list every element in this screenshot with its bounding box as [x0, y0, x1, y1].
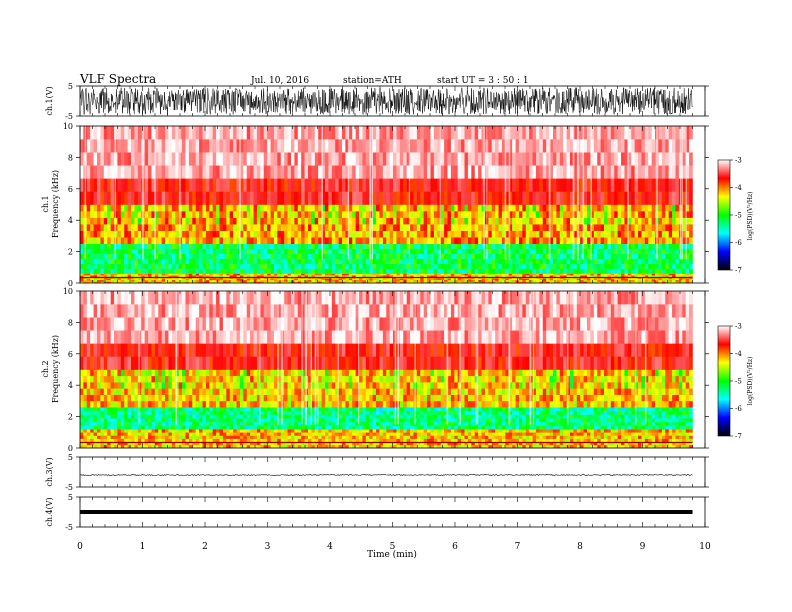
- spectrogram-ytick-label: 6: [68, 350, 73, 359]
- x-tick-label: 7: [515, 542, 521, 552]
- spectrogram-ytick-label: 2: [68, 413, 73, 422]
- ch4-waveform-panel: 5 -5 0 1 2 3 4 5 6 7 8 9 10: [65, 493, 711, 552]
- spectrogram-ytick-label: 10: [63, 287, 73, 296]
- spectrogram-ytick-label: 4: [68, 381, 73, 390]
- ch1-spectrogram-channel-label: ch.1: [41, 195, 50, 212]
- ch3-waveform-ytick-label: 5: [68, 453, 73, 462]
- x-tick-label: 1: [140, 542, 146, 552]
- ch1-spectrogram-ylabel: Frequency (kHz): [51, 170, 60, 238]
- colorbar-tick-label: -4: [735, 350, 742, 358]
- date-label: Jul. 10, 2016: [250, 76, 309, 86]
- spectrogram-band: [80, 407, 693, 430]
- ch2-colorbar-label: log(PSD)(V²/Hz): [747, 357, 754, 406]
- ch4-waveform-ylabel: ch.4(V): [45, 497, 54, 526]
- ch3-waveform-panel: 5 -5: [65, 453, 709, 492]
- x-tick-label: 0: [77, 542, 83, 552]
- x-tick-label: 4: [327, 542, 333, 552]
- spectrogram-ytick-label: 0: [68, 444, 73, 453]
- start-time-label: start UT = 3 : 50 : 1: [437, 76, 529, 86]
- colorbar-tick-label: -3: [735, 323, 742, 331]
- ch3-waveform-trace: [79, 474, 693, 476]
- ch2-spectrogram-channel-label: ch.2: [41, 360, 50, 377]
- spectrogram-ytick-label: 8: [68, 318, 73, 327]
- spectrogram-band: [80, 369, 693, 408]
- ch1-waveform-ytick-label: 5: [68, 82, 73, 91]
- ch1-waveform-trace: [79, 86, 693, 115]
- figure-title: VLF Spectra: [79, 72, 156, 86]
- x-tick-label: 3: [265, 542, 271, 552]
- ch2-colorbar: -3 -4 -5 -6 -7: [717, 323, 742, 441]
- spectrogram-ytick-label: 2: [68, 248, 73, 257]
- spectrogram-ytick-label: 6: [68, 185, 73, 194]
- ch1-colorbar: -3 -4 -5 -6 -7: [717, 157, 742, 275]
- spectrogram-band: [80, 204, 693, 245]
- x-tick-label: 10: [699, 542, 711, 552]
- spectrogram-ytick-label: 8: [68, 153, 73, 162]
- spectrogram-ytick-label: 4: [68, 216, 73, 225]
- colorbar-tick-label: -4: [735, 184, 742, 192]
- colorbar-tick-label: -6: [735, 405, 742, 413]
- colorbar-scale: [717, 159, 731, 271]
- ch1-colorbar-label: log(PSD)(V²/Hz): [747, 192, 754, 241]
- ch4-waveform-ytick-label: 5: [68, 493, 73, 502]
- colorbar-tick-label: -5: [735, 378, 742, 386]
- spectrogram-band: [80, 291, 693, 370]
- spectrogram-ytick-label: 0: [68, 279, 73, 288]
- spectrogram-band: [80, 273, 693, 284]
- ch2-spectrogram-panel: 0 2 4 6 8 10: [63, 287, 709, 453]
- x-tick-label: 6: [452, 542, 458, 552]
- spectrogram-band: [80, 243, 693, 274]
- colorbar-tick-label: -6: [735, 239, 742, 247]
- colorbar-tick-label: -7: [735, 433, 742, 441]
- ch1-waveform-panel: 5 -5: [65, 82, 709, 121]
- x-axis-label: Time (min): [367, 549, 417, 560]
- x-tick-label: 5: [390, 542, 396, 552]
- spectrogram-band: [80, 126, 693, 205]
- ch4-waveform-ytick-label: -5: [65, 523, 73, 532]
- ch1-waveform-ylabel: ch.1(V): [45, 86, 54, 115]
- x-tick-label: 8: [577, 542, 583, 552]
- ch3-waveform-ylabel: ch.3(V): [45, 457, 54, 486]
- x-tick-label: 2: [202, 542, 208, 552]
- colorbar-tick-label: -5: [735, 212, 742, 220]
- station-label: station=ATH: [343, 76, 402, 86]
- ch1-waveform-ytick-label: -5: [65, 112, 73, 121]
- ch1-spectrogram-panel: 0 2 4 6 8 10: [63, 122, 709, 288]
- ch2-spectrogram-ylabel: Frequency (kHz): [51, 335, 60, 403]
- spectrogram-ytick-label: 10: [63, 122, 73, 131]
- colorbar-tick-label: -3: [735, 157, 742, 165]
- x-tick-label: 9: [640, 542, 646, 552]
- colorbar-scale: [717, 325, 731, 437]
- colorbar-tick-label: -7: [735, 267, 742, 275]
- ch3-waveform-ytick-label: -5: [65, 483, 73, 492]
- spectrogram-band: [80, 429, 693, 449]
